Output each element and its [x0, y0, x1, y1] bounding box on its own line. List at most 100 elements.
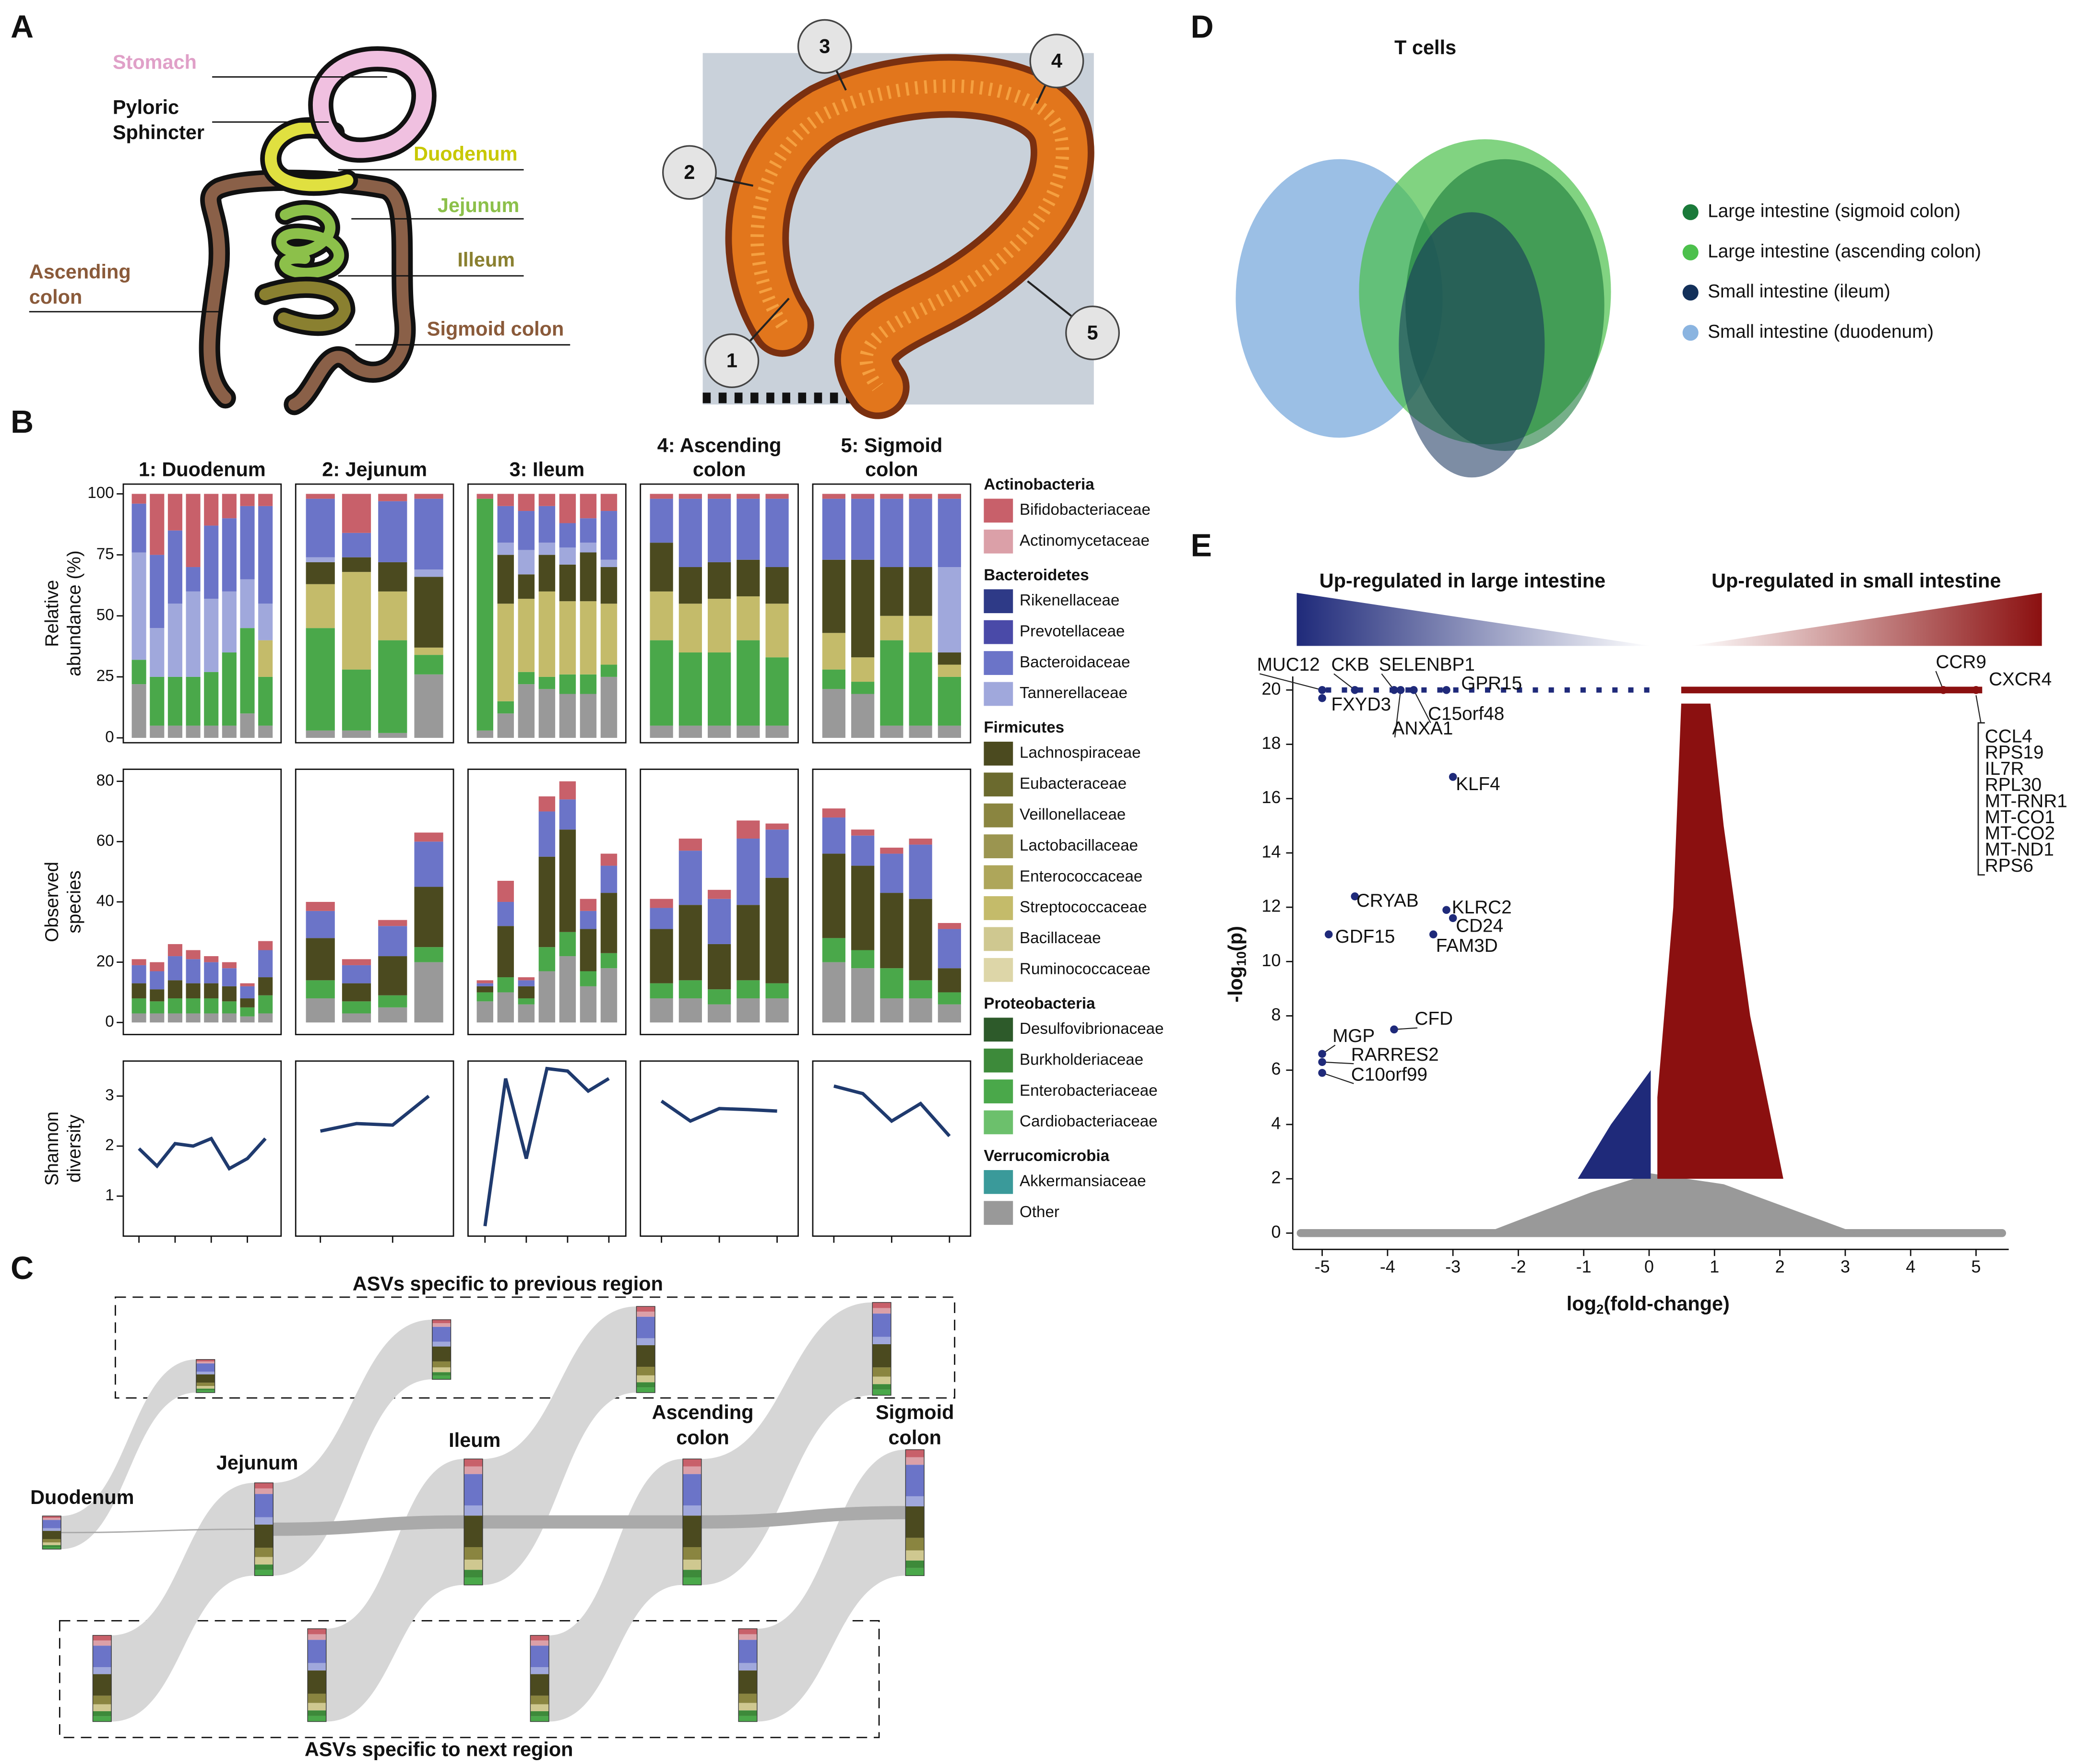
mini-stack [93, 1667, 112, 1674]
gene-label: CCR9 [1936, 652, 1986, 673]
bar-segment [851, 498, 875, 560]
mini-stack [530, 1646, 549, 1668]
bar-segment [414, 962, 443, 1023]
bar-segment [378, 926, 407, 957]
bar-segment [306, 998, 335, 1023]
y-axis-label: Relative [42, 580, 62, 647]
bar-segment [240, 986, 255, 999]
bar-segment [497, 604, 514, 701]
mini-stack [308, 1640, 326, 1663]
mini-stack [196, 1359, 215, 1361]
bar-segment [497, 555, 514, 604]
bar-segment [476, 498, 494, 731]
mini-stack [432, 1346, 451, 1361]
cell-cloud [1399, 212, 1545, 478]
gene-label: CFD [1415, 1008, 1453, 1029]
bar-segment [222, 1013, 237, 1023]
facet-frame [640, 1060, 799, 1237]
bar-segment [708, 498, 731, 562]
bar-segment [497, 880, 514, 902]
bar-segment [497, 992, 514, 1023]
bar-segment [240, 494, 255, 506]
bar-segment [378, 640, 407, 733]
mini-stack [196, 1361, 215, 1364]
bar-segment [938, 494, 961, 499]
gene-label: MUC12 [1257, 654, 1320, 675]
stomach [312, 51, 432, 158]
bar-segment [518, 986, 535, 999]
bar-segment [580, 552, 597, 602]
mini-stack [308, 1670, 326, 1694]
ascending-label: colon [29, 285, 83, 308]
bar-segment [538, 591, 556, 677]
gene-label: CXCR4 [1989, 669, 2052, 689]
mini-stack [254, 1564, 273, 1570]
bar-segment [678, 567, 702, 604]
bar-segment [909, 616, 932, 653]
gene-point [1449, 914, 1457, 923]
bar-segment [150, 971, 165, 990]
legend-label: Akkermansiaceae [1020, 1172, 1146, 1190]
bar-segment [909, 839, 932, 845]
mini-stack [905, 1550, 925, 1561]
bar-segment [880, 616, 903, 640]
legend-label: Cardiobacteriaceae [1020, 1113, 1157, 1130]
bar-segment [497, 701, 514, 714]
bar-segment [650, 725, 673, 738]
legend-swatch [984, 1201, 1013, 1225]
mini-stack [254, 1517, 273, 1525]
bar-segment [167, 676, 183, 726]
bar-segment [737, 559, 760, 597]
mini-stack [432, 1341, 451, 1347]
bar-segment [737, 905, 760, 981]
bar-segment [306, 494, 335, 499]
bar-segment [167, 980, 183, 999]
bar-segment [600, 865, 618, 893]
x-tick-label: -4 [1380, 1256, 1395, 1276]
mini-stack [196, 1390, 215, 1393]
mini-stack [308, 1703, 326, 1711]
x-tick-label: 3 [1841, 1256, 1850, 1276]
mini-stack [432, 1367, 451, 1373]
region-label: Ascending [652, 1401, 754, 1423]
facet-frame [295, 1060, 454, 1237]
mini-stack [872, 1389, 891, 1396]
mini-stack [738, 1670, 757, 1694]
bar-segment [938, 1004, 961, 1023]
mini-stack [464, 1474, 483, 1506]
marker-number: 2 [684, 161, 695, 183]
bar-segment [414, 832, 443, 842]
facet-title: 2: Jejunum [322, 458, 427, 480]
bar-segment [851, 950, 875, 969]
bar-segment [559, 523, 576, 548]
bar-segment [765, 998, 789, 1023]
y-axis-label: abundance (%) [64, 550, 85, 676]
facet-frame [122, 769, 282, 1035]
bar-segment [306, 730, 335, 738]
mini-stack [464, 1505, 483, 1516]
legend-swatch [984, 1018, 1013, 1042]
bar-segment [880, 494, 903, 499]
bar-segment [258, 640, 273, 677]
facet-frame [122, 483, 282, 744]
bar-segment [559, 601, 576, 675]
gene-label: CD24 [1456, 916, 1503, 936]
bar-segment [559, 829, 576, 932]
bar-segment [476, 494, 494, 499]
bar-segment [414, 655, 443, 675]
gene-point [1318, 1069, 1326, 1077]
facet-title: 5: Sigmoid [841, 434, 942, 457]
dashed-box [115, 1296, 956, 1399]
bar-segment [131, 1013, 146, 1023]
legend-swatch [984, 958, 1013, 982]
bar-segment [306, 584, 335, 628]
bar-segment [538, 494, 556, 506]
ascending-label: Ascending [29, 260, 131, 283]
legend-swatch [984, 1048, 1013, 1073]
bar-segment [306, 938, 335, 981]
panel-label: D [1191, 9, 1214, 45]
legend-swatch [984, 927, 1013, 951]
bar-segment [204, 725, 219, 738]
bar-segment [518, 980, 535, 986]
bar-segment [559, 564, 576, 602]
